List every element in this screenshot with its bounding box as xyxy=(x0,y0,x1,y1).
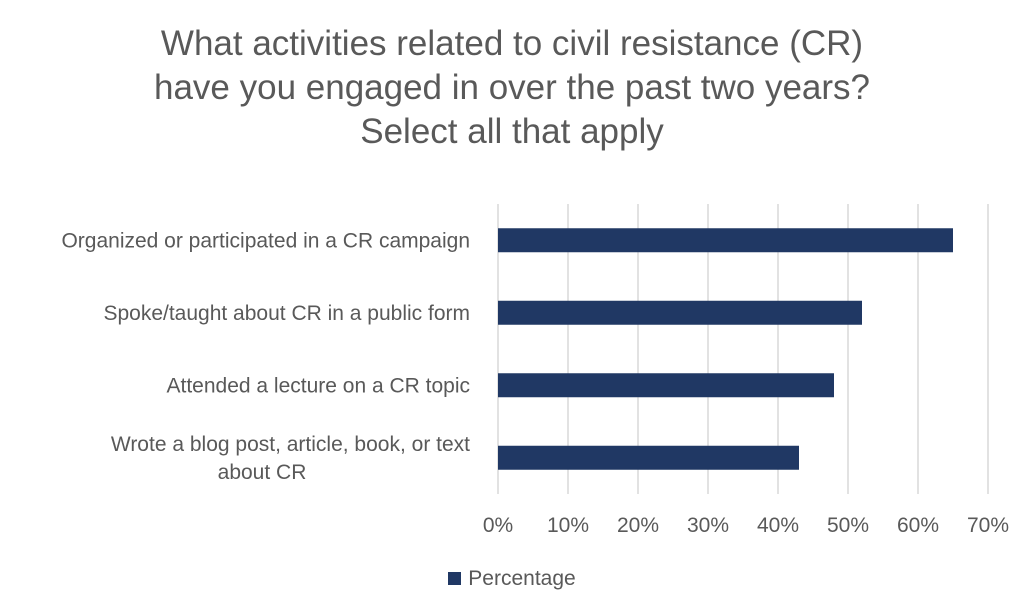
bar xyxy=(498,373,834,398)
chart-title: What activities related to civil resista… xyxy=(0,22,1024,154)
category-label: Wrote a blog post, article, book, or tex… xyxy=(111,433,470,456)
x-tick-label: 50% xyxy=(827,514,869,537)
category-label: about CR xyxy=(218,461,307,484)
chart-title-line-3: Select all that apply xyxy=(360,112,664,151)
x-tick-label: 10% xyxy=(547,514,589,537)
bar xyxy=(498,228,953,253)
category-label: Attended a lecture on a CR topic xyxy=(166,374,470,397)
x-tick-label: 0% xyxy=(483,514,513,537)
legend-label: Percentage xyxy=(468,567,576,590)
gridlines xyxy=(497,204,989,494)
category-label: Spoke/taught about CR in a public form xyxy=(103,302,470,325)
x-tick-label: 60% xyxy=(897,514,939,537)
category-label: Organized or participated in a CR campai… xyxy=(61,229,470,252)
chart-title-line-1: What activities related to civil resista… xyxy=(160,24,864,63)
x-tick-labels: 0% 10% 20% 30% 40% 50% 60% 70% xyxy=(483,514,1009,537)
bars xyxy=(498,228,953,470)
x-tick-label: 30% xyxy=(687,514,729,537)
legend-swatch xyxy=(448,572,462,585)
x-tick-label: 20% xyxy=(617,514,659,537)
chart-title-line-2: have you engaged in over the past two ye… xyxy=(153,68,871,107)
category-labels: Organized or participated in a CR campai… xyxy=(61,229,470,484)
bar xyxy=(498,445,799,470)
x-tick-label: 40% xyxy=(757,514,799,537)
x-tick-label: 70% xyxy=(967,514,1009,537)
bar xyxy=(498,300,862,325)
legend: Percentage xyxy=(0,566,1024,592)
